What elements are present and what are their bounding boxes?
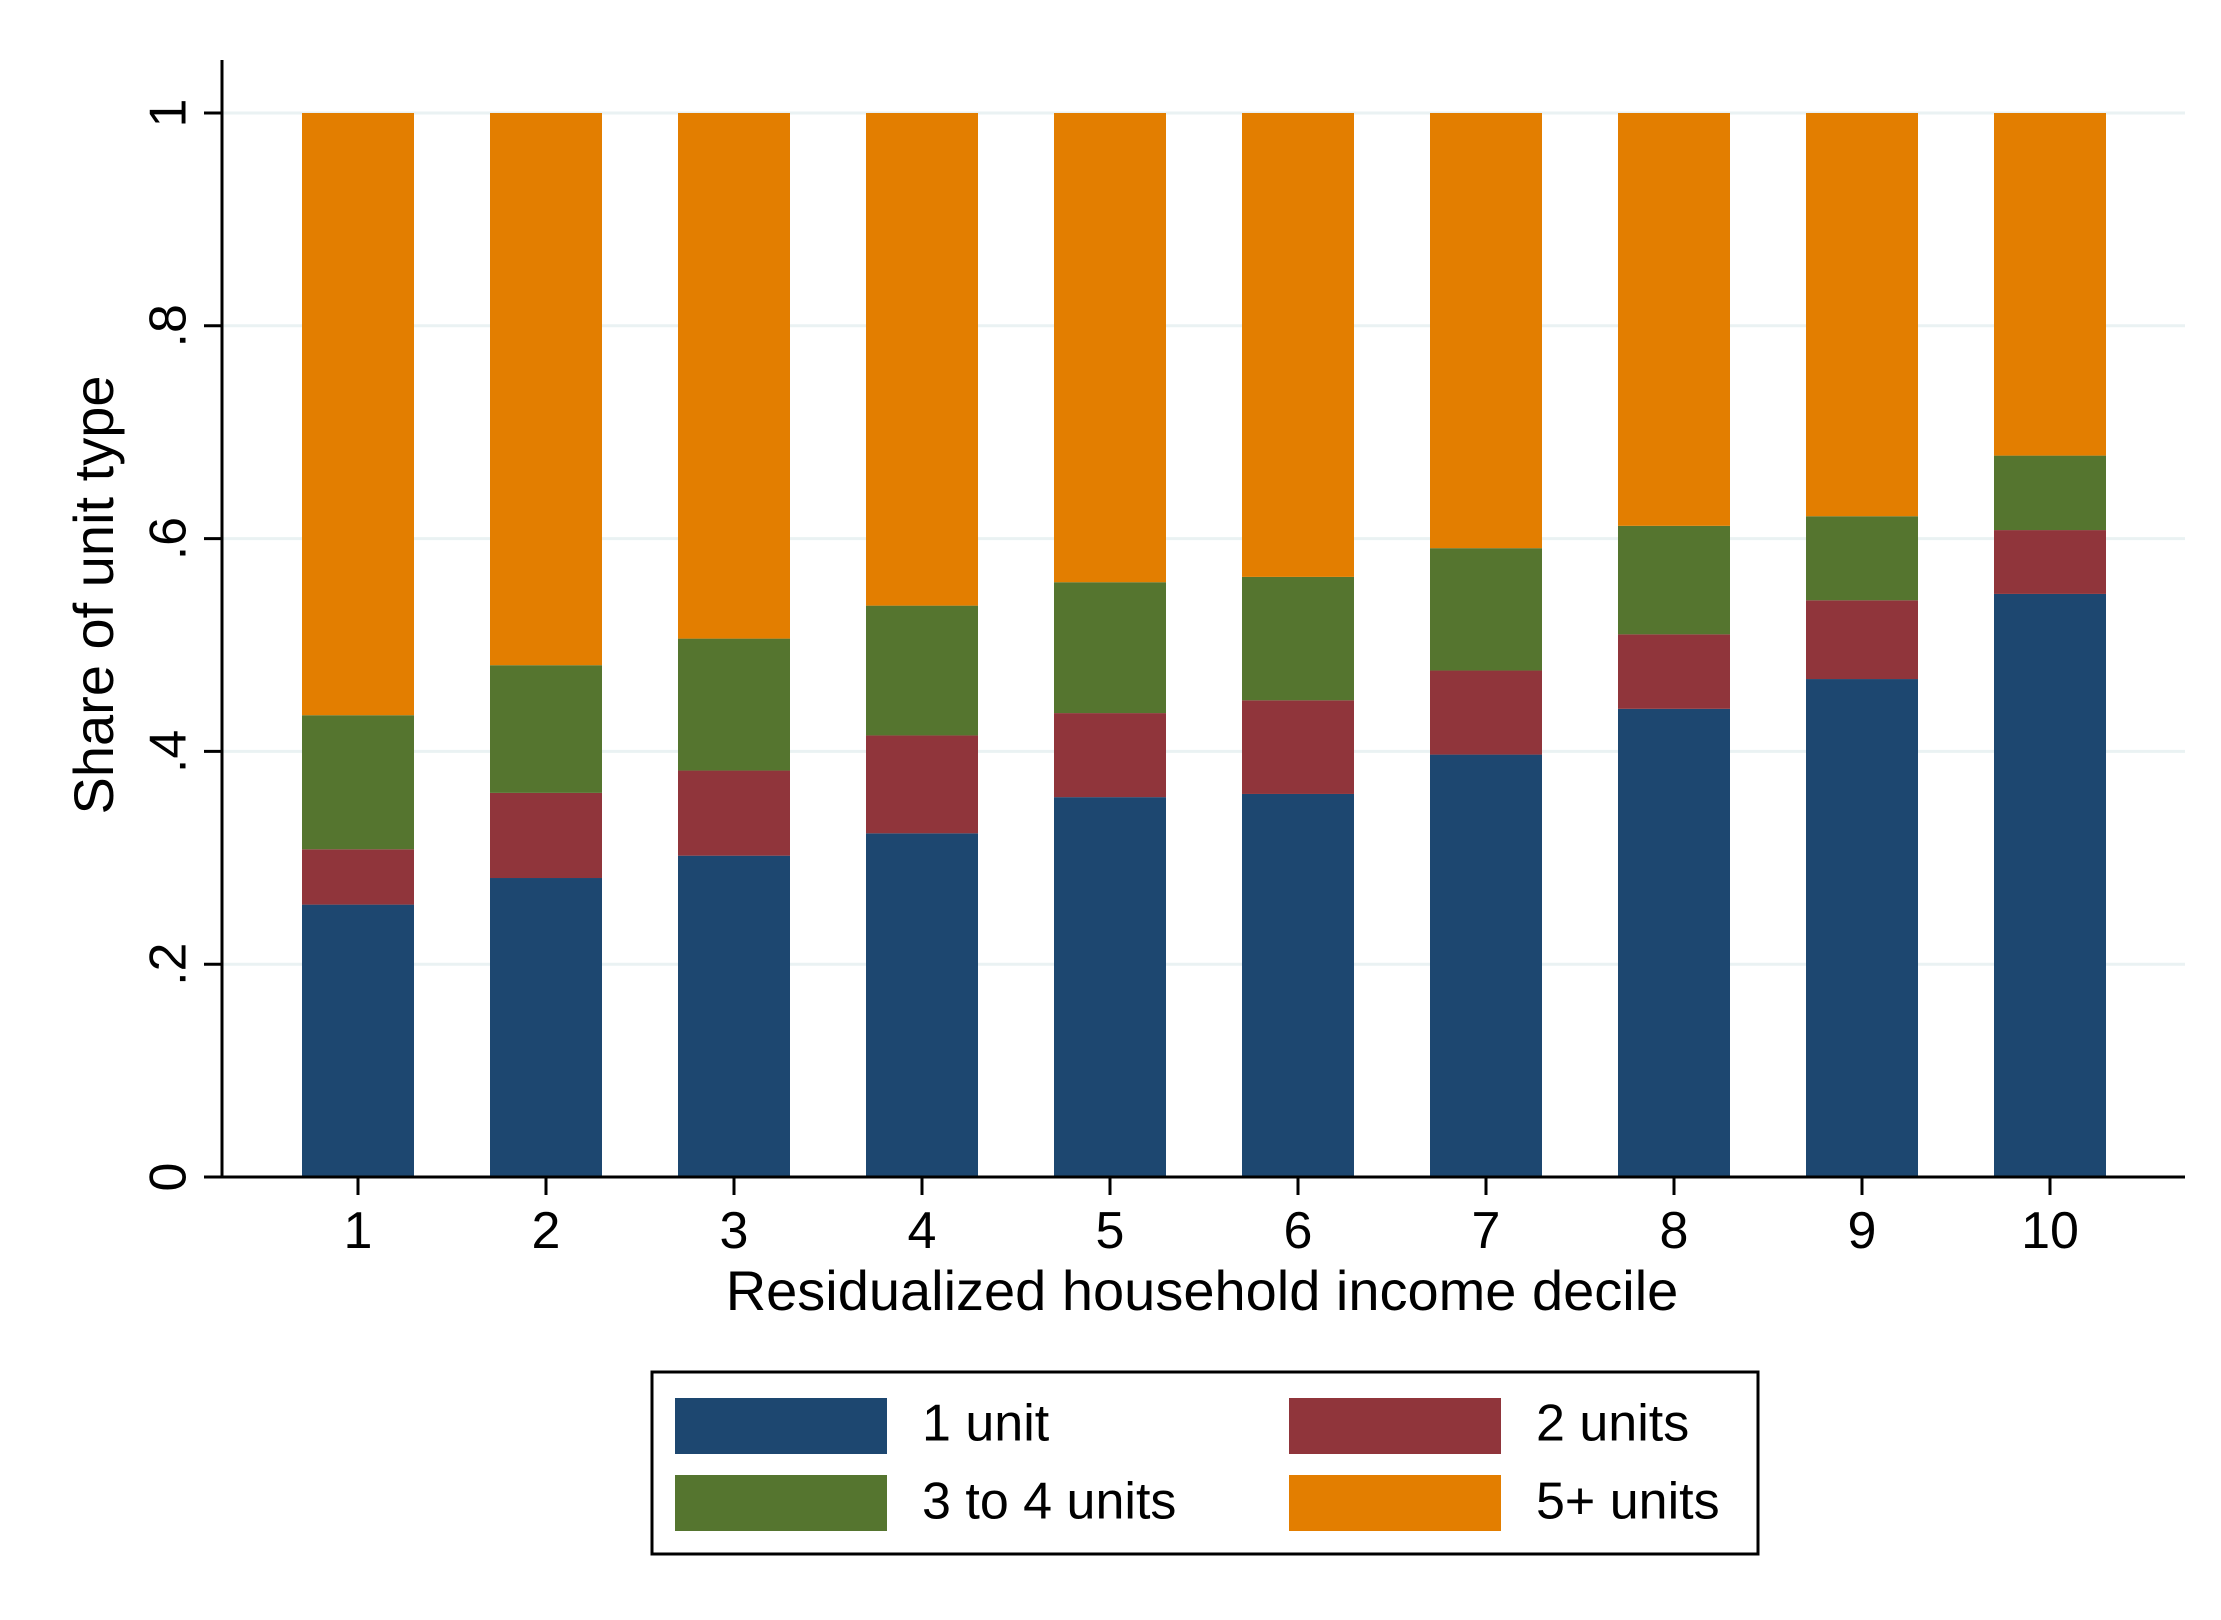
bar-segment <box>866 833 978 1177</box>
x-tick-label: 2 <box>532 1202 561 1260</box>
x-tick-label: 7 <box>1472 1202 1501 1260</box>
x-tick-label: 4 <box>908 1202 937 1260</box>
bar-segment <box>1054 713 1166 798</box>
legend-swatch <box>675 1398 887 1454</box>
bar-segment <box>490 792 602 879</box>
bar-segment <box>866 605 978 736</box>
legend-label: 3 to 4 units <box>922 1473 1176 1531</box>
x-tick-label: 3 <box>720 1202 749 1260</box>
bar-segment <box>866 735 978 834</box>
bar-segment <box>1430 754 1542 1177</box>
x-tick-label: 5 <box>1096 1202 1125 1260</box>
bar-segment <box>1430 113 1542 549</box>
x-tick-label: 8 <box>1660 1202 1689 1260</box>
x-axis-title: Residualized household income decile <box>726 1259 1679 1322</box>
bar-segment <box>302 113 414 716</box>
bar-segment <box>866 113 978 606</box>
bar-segment <box>1054 797 1166 1177</box>
bar-segment <box>1242 700 1354 794</box>
legend-swatch <box>675 1475 887 1531</box>
y-tick-label: .2 <box>140 943 198 986</box>
bar-segment <box>302 849 414 905</box>
x-tick-label: 10 <box>2021 1202 2079 1260</box>
x-tick-label: 1 <box>344 1202 373 1260</box>
legend-label: 2 units <box>1536 1395 1689 1453</box>
y-tick-label: .6 <box>140 517 198 560</box>
bar-segment <box>1430 548 1542 671</box>
bar-segment <box>678 638 790 771</box>
bar-segment <box>1242 793 1354 1177</box>
bar-segment <box>302 904 414 1177</box>
legend-label: 5+ units <box>1536 1473 1720 1531</box>
legend-swatch <box>1289 1398 1501 1454</box>
x-tick-label: 6 <box>1284 1202 1313 1260</box>
bar-segment <box>490 665 602 793</box>
bar-segment <box>1806 600 1918 680</box>
bar-segment <box>1994 455 2106 531</box>
bar-segment <box>1994 593 2106 1177</box>
legend-label: 1 unit <box>922 1395 1050 1453</box>
bar-segment <box>1994 530 2106 594</box>
x-tick-label: 9 <box>1848 1202 1877 1260</box>
bar-segment <box>1618 525 1730 635</box>
y-tick-label: .8 <box>140 304 198 347</box>
bar-segment <box>1806 516 1918 601</box>
y-tick-label: 0 <box>140 1163 198 1192</box>
bar-segment <box>1054 582 1166 714</box>
bar-segment <box>678 770 790 856</box>
bar-segment <box>302 715 414 850</box>
axes-layer: 0 .2 .4 .6 .8 1 1 2 3 4 5 6 7 8 9 10 <box>140 60 2185 1260</box>
y-tick-label: .4 <box>140 730 198 773</box>
y-tick-label: 1 <box>140 99 198 128</box>
bar-segment <box>1618 113 1730 526</box>
bar-segment <box>678 855 790 1177</box>
bar-segment <box>1242 576 1354 701</box>
bar-segment <box>1430 670 1542 755</box>
y-axis-title: Share of unit type <box>62 376 125 815</box>
bar-segment <box>490 878 602 1177</box>
bar-segment <box>1054 113 1166 583</box>
bar-segment <box>1806 113 1918 517</box>
bar-segment <box>678 113 790 639</box>
bars-layer <box>302 113 2106 1177</box>
bar-segment <box>1994 113 2106 456</box>
bar-segment <box>1806 679 1918 1177</box>
bar-segment <box>1242 113 1354 577</box>
bar-segment <box>490 113 602 666</box>
bar-segment <box>1618 708 1730 1177</box>
legend-swatch <box>1289 1475 1501 1531</box>
bar-segment <box>1618 634 1730 709</box>
legend: 1 unit 2 units 3 to 4 units 5+ units <box>650 1370 1760 1556</box>
